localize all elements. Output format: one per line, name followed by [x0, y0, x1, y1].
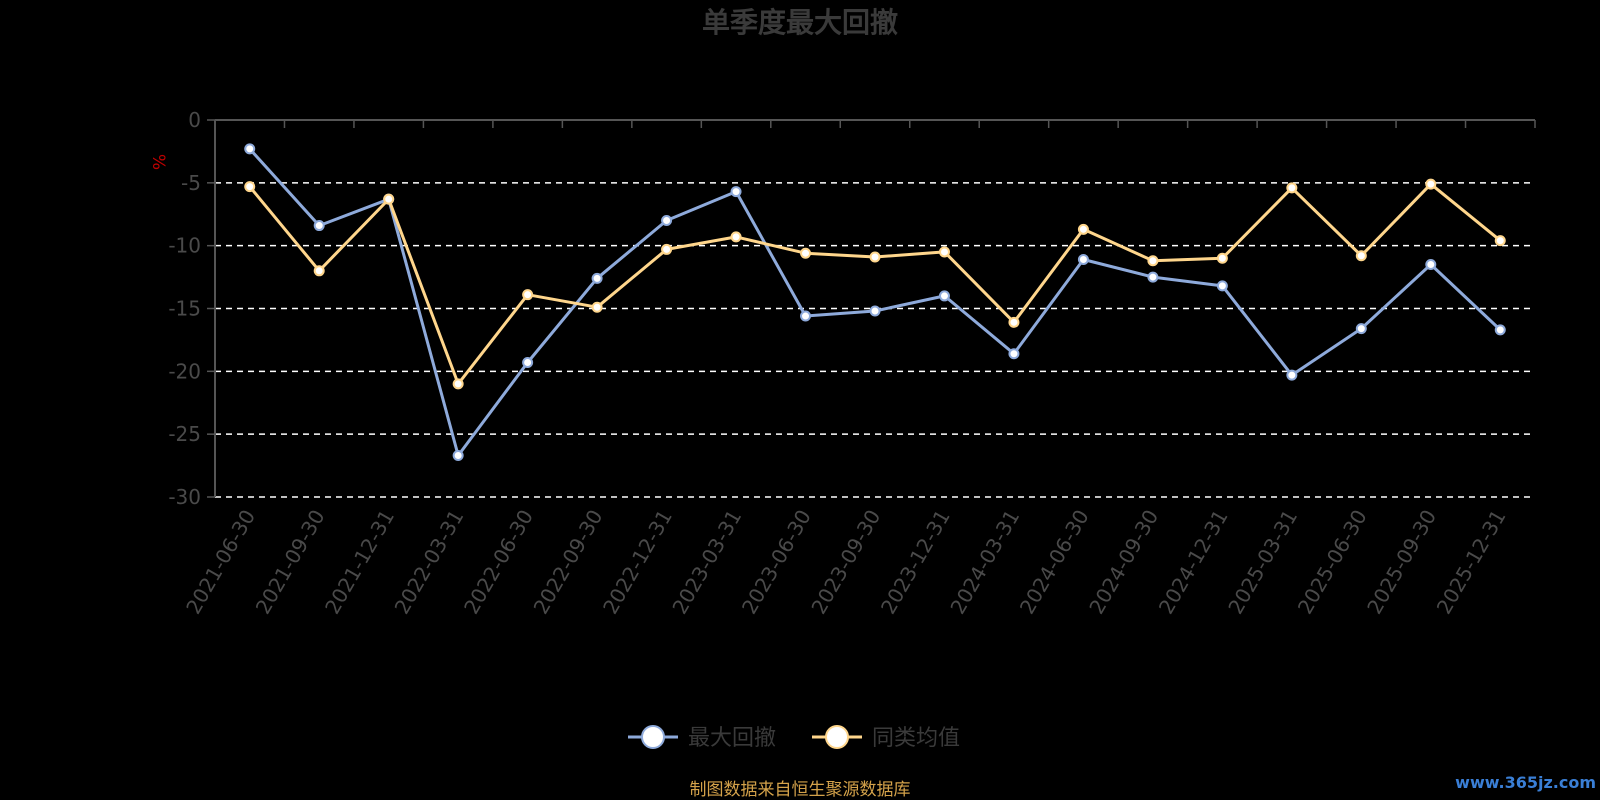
data-point[interactable]: [730, 231, 742, 243]
x-tick-label: 2024-06-30: [1015, 506, 1094, 619]
x-tick-label: 2021-12-31: [320, 506, 399, 619]
series-1: [244, 143, 1506, 462]
y-tick-label: -10: [168, 234, 201, 258]
data-point[interactable]: [1147, 271, 1159, 283]
data-point[interactable]: [1008, 348, 1020, 360]
x-tick-label: 2022-06-30: [459, 506, 538, 619]
x-tick-label: 2021-06-30: [181, 506, 260, 619]
series-line: [248, 182, 1502, 386]
y-tick-label: 0: [188, 108, 201, 132]
x-tick-label: 2024-03-31: [945, 506, 1024, 619]
y-tick-label: -25: [168, 422, 201, 446]
data-point[interactable]: [1008, 316, 1020, 328]
x-tick-label: 2025-12-31: [1432, 506, 1511, 619]
y-axis-unit-label: %: [148, 154, 168, 170]
data-point[interactable]: [591, 272, 603, 284]
data-point[interactable]: [1147, 255, 1159, 267]
y-tick-labels: 0 -5 -10 -15 -20 -25 -30: [168, 108, 201, 509]
data-point[interactable]: [244, 143, 256, 155]
data-point[interactable]: [522, 289, 534, 301]
legend-marker: [825, 725, 849, 749]
x-tick-label: 2022-12-31: [598, 506, 677, 619]
data-point[interactable]: [1494, 235, 1506, 247]
legend-item-2[interactable]: 同类均值: [812, 725, 960, 751]
x-tick-label: 2024-09-30: [1084, 506, 1163, 619]
data-point[interactable]: [730, 186, 742, 198]
data-point[interactable]: [661, 215, 673, 227]
x-tick-label: 2023-12-31: [876, 505, 955, 618]
data-point[interactable]: [661, 243, 673, 255]
x-tick-label: 2025-03-31: [1223, 506, 1302, 619]
legend-marker: [641, 725, 665, 749]
y-tick-label: -5: [181, 171, 201, 195]
data-point[interactable]: [800, 310, 812, 322]
data-point[interactable]: [591, 301, 603, 313]
data-point[interactable]: [1286, 369, 1298, 381]
data-point[interactable]: [383, 193, 395, 205]
data-point[interactable]: [522, 357, 534, 369]
y-tick-label: -30: [168, 485, 201, 509]
series-lines: [244, 143, 1506, 462]
data-point[interactable]: [800, 247, 812, 259]
data-point[interactable]: [869, 251, 881, 263]
y-tick-label: -20: [168, 359, 201, 383]
data-point[interactable]: [313, 220, 325, 232]
data-point[interactable]: [1425, 259, 1437, 271]
legend[interactable]: 最大回撤 同类均值: [628, 725, 960, 751]
y-tick-label: -15: [168, 297, 201, 321]
legend-label: 最大回撤: [688, 726, 776, 751]
data-source-note: 制图数据来自恒生聚源数据库: [690, 780, 911, 800]
data-point[interactable]: [1216, 280, 1228, 292]
chart-title: 单季度最大回撤: [702, 6, 898, 39]
data-point[interactable]: [1077, 223, 1089, 235]
data-point[interactable]: [938, 246, 950, 258]
x-tick-label: 2021-09-30: [251, 506, 330, 619]
legend-item-1[interactable]: 最大回撤: [628, 725, 776, 751]
x-tick-label: 2022-03-31: [390, 506, 469, 619]
data-point[interactable]: [938, 290, 950, 302]
data-point[interactable]: [1425, 178, 1437, 190]
data-point[interactable]: [1286, 182, 1298, 194]
x-tick-label: 2023-09-30: [806, 506, 885, 619]
data-point[interactable]: [244, 181, 256, 193]
data-point[interactable]: [1355, 323, 1367, 335]
data-point[interactable]: [452, 450, 464, 462]
data-point[interactable]: [1077, 253, 1089, 265]
x-tick-label: 2025-09-30: [1362, 506, 1441, 619]
data-point[interactable]: [1494, 324, 1506, 336]
data-point[interactable]: [1216, 252, 1228, 264]
x-tick-label: 2022-09-30: [529, 506, 608, 619]
watermark: www.365jz.com: [1455, 773, 1596, 792]
x-tick-label: 2023-06-30: [737, 506, 816, 619]
data-point[interactable]: [313, 265, 325, 277]
series-2: [244, 178, 1506, 390]
x-tick-label: 2025-06-30: [1293, 506, 1372, 619]
x-tick-label: 2024-12-31: [1154, 506, 1233, 619]
x-tick-labels: 2021-06-302021-09-302021-12-312022-03-31…: [181, 505, 1510, 618]
axes: [207, 119, 1536, 498]
legend-label: 同类均值: [872, 726, 960, 751]
series-line: [248, 147, 1502, 457]
data-point[interactable]: [452, 378, 464, 390]
x-tick-label: 2023-03-31: [667, 506, 746, 619]
data-point[interactable]: [1355, 250, 1367, 262]
data-point[interactable]: [869, 305, 881, 317]
